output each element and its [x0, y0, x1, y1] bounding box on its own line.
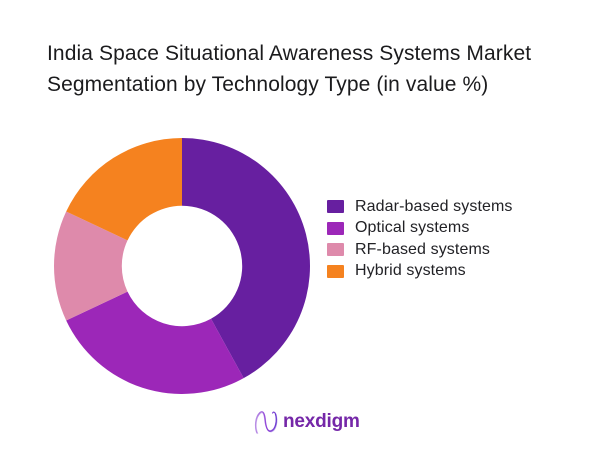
chart-title: India Space Situational Awareness System… — [47, 38, 592, 100]
legend-label-rf: RF-based systems — [355, 240, 490, 258]
nexdigm-logo-text: nexdigm — [283, 411, 360, 432]
legend-label-radar: Radar-based systems — [355, 197, 513, 215]
legend-swatch-optical — [327, 221, 344, 235]
legend-label-hybrid: Hybrid systems — [355, 262, 466, 280]
chart-title-line-2: Segmentation by Technology Type (in valu… — [47, 73, 489, 96]
donut-chart — [53, 138, 311, 395]
donut-segment-rf-based-systems — [53, 211, 128, 321]
chart-title-line-1: India Space Situational Awareness System… — [47, 42, 532, 65]
legend-item-rf: RF-based systems — [327, 239, 513, 261]
chart-legend: Radar-based systems Optical systems RF-b… — [327, 196, 513, 282]
nexdigm-n-squiggle-icon — [254, 411, 278, 435]
donut-segment-hybrid-systems — [66, 138, 182, 241]
legend-item-radar: Radar-based systems — [327, 196, 513, 218]
nexdigm-logo: nexdigm — [252, 407, 360, 437]
legend-swatch-radar — [327, 200, 344, 214]
legend-swatch-hybrid — [327, 264, 344, 278]
donut-segment-radar-based-systems — [182, 138, 311, 379]
legend-label-optical: Optical systems — [355, 219, 470, 237]
donut-segment-optical-systems — [66, 291, 244, 395]
legend-item-hybrid: Hybrid systems — [327, 261, 513, 283]
legend-item-optical: Optical systems — [327, 218, 513, 240]
legend-swatch-rf — [327, 243, 344, 257]
